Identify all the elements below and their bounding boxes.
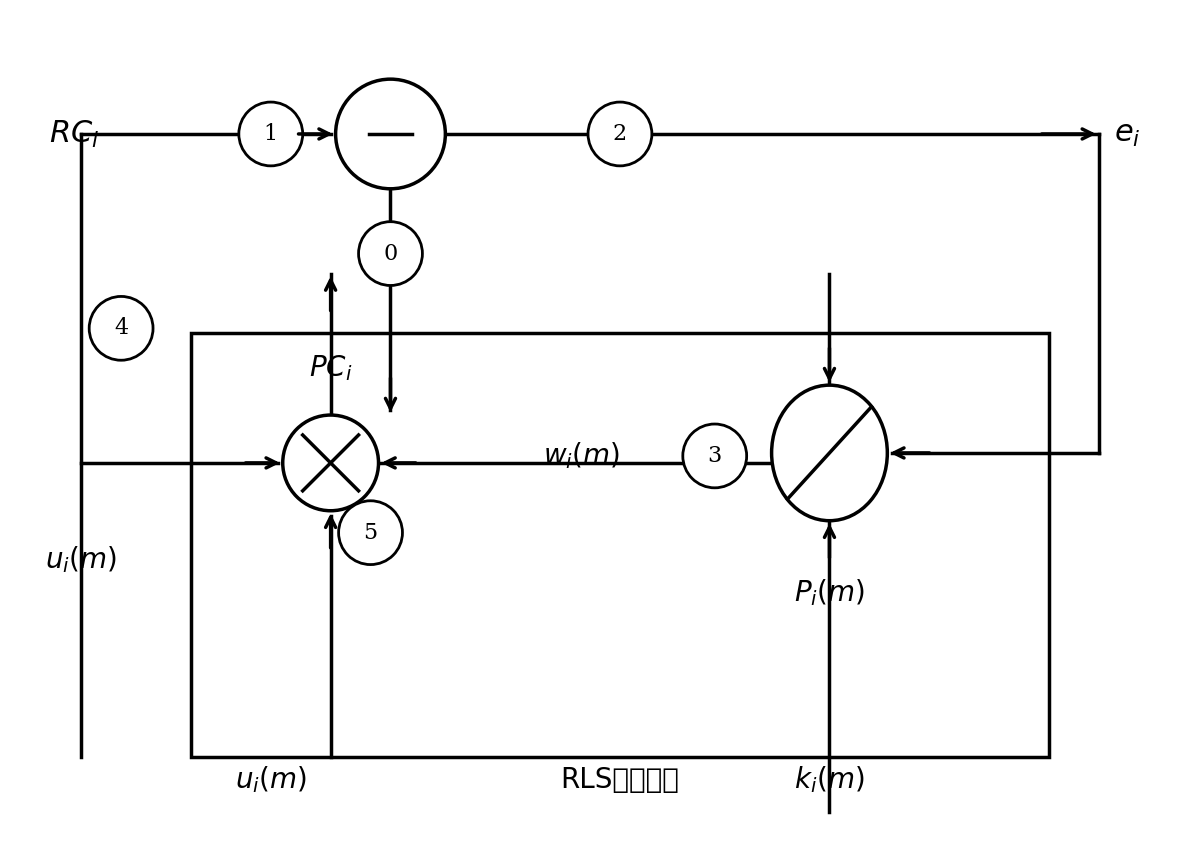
Text: 0: 0 [383, 243, 398, 265]
Circle shape [588, 102, 652, 166]
Text: $e_i$: $e_i$ [1114, 118, 1140, 149]
Text: $w_i(m)$: $w_i(m)$ [544, 440, 621, 471]
Circle shape [339, 501, 403, 564]
Circle shape [335, 79, 446, 189]
Text: $k_i(m)$: $k_i(m)$ [794, 765, 865, 796]
Text: 5: 5 [363, 521, 377, 544]
Circle shape [683, 424, 746, 488]
Text: 2: 2 [613, 123, 627, 145]
Text: 3: 3 [708, 445, 722, 467]
Text: RLS运算核心: RLS运算核心 [561, 765, 679, 794]
Text: 4: 4 [114, 318, 128, 339]
Text: 1: 1 [264, 123, 278, 145]
Circle shape [358, 222, 423, 286]
Text: $u_i(m)$: $u_i(m)$ [235, 765, 307, 796]
Text: $RC_i$: $RC_i$ [49, 118, 99, 149]
Ellipse shape [772, 385, 888, 520]
Text: $u_i(m)$: $u_i(m)$ [46, 545, 117, 575]
Circle shape [283, 415, 379, 511]
Bar [190, 333, 1049, 757]
Text: $P_i(m)$: $P_i(m)$ [794, 577, 865, 608]
Circle shape [238, 102, 303, 166]
Text: $PC_i$: $PC_i$ [309, 353, 352, 383]
Circle shape [89, 296, 153, 360]
